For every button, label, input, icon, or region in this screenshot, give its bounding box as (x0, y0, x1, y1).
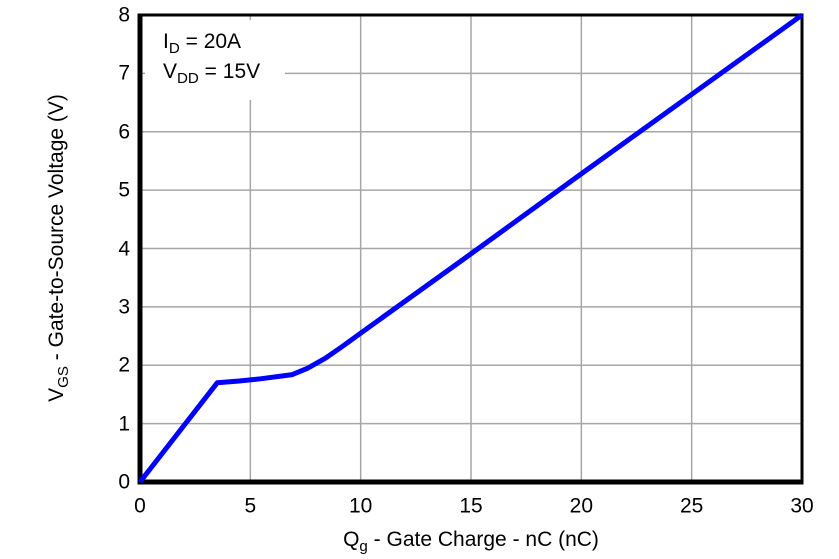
y-axis-label-subscript: GS (55, 366, 73, 388)
annotation-line-1-value: = 20A (179, 30, 242, 53)
annotation-line-2-value: = 15V (198, 60, 261, 83)
y-axis-label: VGS - Gate-to-Source Voltage (V) (45, 94, 73, 402)
y-axis-label-text: - Gate-to-Source Voltage (V) (45, 94, 68, 367)
annotation-line-1-subscript: D (168, 40, 180, 58)
annotation-line-1-symbol: I (163, 30, 169, 53)
y-tick-label-4: 4 (118, 237, 130, 260)
x-axis-label-subscript: g (359, 538, 368, 556)
x-tick-label-30: 30 (790, 494, 814, 518)
vgs-curve (138, 12, 804, 484)
annotation-box: ID = 20A VDD = 15V (145, 20, 285, 100)
x-tick-label-5: 5 (244, 494, 257, 518)
annotation-line-2-symbol: V (163, 60, 178, 83)
y-axis-label-symbol: V (45, 387, 68, 402)
y-tick-label-2: 2 (118, 353, 130, 377)
x-tick-label-20: 20 (569, 494, 594, 518)
annotation-line-2-subscript: DD (177, 70, 199, 88)
x-tick-label-15: 15 (459, 494, 483, 518)
y-tick-label-7: 7 (118, 61, 130, 85)
x-tick-label-25: 25 (679, 494, 704, 518)
y-tick-label-8: 8 (118, 3, 130, 27)
x-axis-label-symbol: Q (343, 528, 360, 551)
y-tick-label-6: 6 (118, 120, 130, 144)
annotation-line-2: VDD = 15V (163, 57, 285, 87)
y-tick-label-0: 0 (118, 470, 130, 494)
x-tick-label-10: 10 (348, 494, 373, 518)
y-tick-label-3: 3 (118, 295, 130, 319)
x-axis-label: Qg - Gate Charge - nC (nC) (343, 528, 599, 556)
y-tick-label-5: 5 (118, 178, 130, 202)
x-axis-label-text: - Gate Charge - nC (nC) (367, 528, 599, 551)
x-tick-label-0: 0 (134, 494, 146, 518)
y-tick-label-1: 1 (118, 412, 130, 436)
annotation-line-1: ID = 20A (163, 27, 285, 57)
